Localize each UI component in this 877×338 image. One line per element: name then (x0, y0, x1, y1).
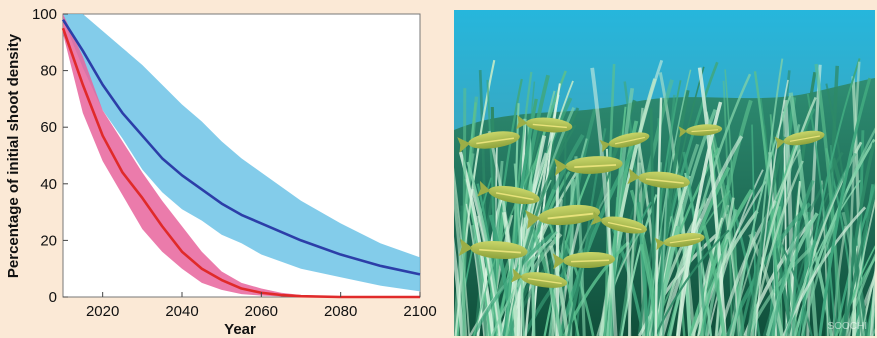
y-tick-label: 60 (40, 119, 57, 136)
series-line-0 (61, 27, 420, 299)
seagrass-blade (466, 161, 504, 336)
seagrass-blade (531, 83, 561, 336)
x-tick-label: 2060 (245, 303, 278, 320)
fish (552, 251, 615, 270)
seagrass-blade (653, 89, 690, 336)
x-axis-label: Year (224, 321, 256, 338)
seagrass-blade (846, 61, 861, 336)
seagrass-blade (487, 130, 523, 336)
seagrass-blade (762, 151, 844, 336)
seagrass-blade (574, 156, 586, 336)
fish (477, 180, 540, 205)
x-tick-label: 2080 (324, 303, 357, 320)
seagrass-blade (842, 188, 875, 336)
seagrass-blade (471, 232, 554, 336)
seagrass-blade (520, 217, 526, 336)
seagrass-photo: SOOCHI (454, 10, 875, 336)
seagrass-blade (604, 64, 616, 336)
seagrass-blade (658, 94, 676, 336)
y-axis-ticks: 0 20 40 60 80 100 (32, 6, 68, 306)
seagrass-blade (462, 88, 467, 336)
seagrass-blade (724, 69, 740, 336)
x-tick-label: 2100 (403, 303, 436, 320)
seagrass-blade (754, 79, 789, 336)
fish (457, 131, 520, 153)
y-tick-label: 100 (32, 6, 57, 23)
confidence-band-0 (63, 14, 420, 297)
y-tick-label: 80 (40, 63, 57, 80)
chart-panel: 2020 2040 2060 2080 2100 0 20 40 60 80 100 Year P… (5, 6, 437, 338)
seagrass-blade (748, 233, 785, 336)
seagrass-blade (590, 67, 618, 336)
seagrass-blade (473, 157, 538, 336)
seagrass-blade (841, 142, 875, 336)
y-tick-label: 0 (49, 289, 57, 306)
seagrass-blade (861, 272, 875, 336)
x-tick-label: 2020 (86, 303, 119, 320)
series-line-1 (61, 18, 421, 276)
seagrass-blade (619, 79, 674, 336)
seagrass-blade (765, 212, 819, 336)
seagrass-blade (470, 224, 488, 336)
fish (458, 238, 528, 260)
seagrass-blade (488, 214, 515, 336)
fish (599, 132, 650, 153)
underwater-scene (454, 10, 875, 336)
fish (525, 204, 601, 230)
seagrass-blade (608, 106, 627, 336)
fish (774, 130, 825, 150)
seagrass-blade (791, 220, 801, 336)
seagrass-blade (778, 239, 813, 336)
seagrass-blade (798, 58, 861, 336)
fish-school (457, 115, 825, 288)
fish (627, 168, 690, 189)
seagrass-blade (513, 163, 525, 336)
seagrass-blade (814, 63, 843, 336)
y-tick-label: 40 (40, 176, 57, 193)
seagrass-blade (825, 65, 839, 336)
fish (516, 115, 573, 133)
seagrass-blade (746, 136, 787, 336)
confidence-band-1 (63, 14, 420, 292)
seagrass-blade (800, 127, 875, 336)
y-axis-label: Percentage of initial shoot density (5, 33, 22, 278)
seagrass-blade (557, 217, 582, 336)
seagrass-blade (699, 238, 729, 336)
fish (510, 268, 568, 288)
seagrass-blade (732, 95, 792, 336)
seagrass-blade (454, 167, 471, 336)
fish (654, 233, 705, 251)
seagrass-blade (495, 70, 567, 336)
seagrass-blade (702, 225, 727, 336)
seagrass-blade (654, 97, 663, 336)
confidence-bands (63, 14, 420, 297)
seagrass-blade (697, 217, 724, 336)
seagrass-blade (869, 262, 875, 336)
seagrass-blade (818, 77, 872, 336)
seagrass-blade (668, 73, 752, 336)
seagrass-blade (752, 58, 784, 336)
seagrass-blade (770, 179, 815, 336)
x-axis-ticks: 2020 2040 2060 2080 2100 (86, 292, 437, 320)
fish (678, 124, 723, 138)
seagrass-blade (848, 198, 875, 336)
seagrass-blade (834, 182, 875, 336)
seagrass-blade (454, 236, 465, 336)
seagrass-blade (714, 197, 735, 336)
watermark-text: SOOCHI (827, 321, 867, 332)
series-lines (61, 18, 421, 299)
x-tick-label: 2040 (165, 303, 198, 320)
fish (590, 211, 647, 234)
seagrass-blade (750, 160, 804, 336)
seagrass-blade (704, 208, 738, 336)
fish (553, 156, 623, 176)
seagrass-blade (567, 160, 615, 336)
seagrass-blade (558, 132, 645, 336)
y-tick-label: 20 (40, 232, 57, 249)
